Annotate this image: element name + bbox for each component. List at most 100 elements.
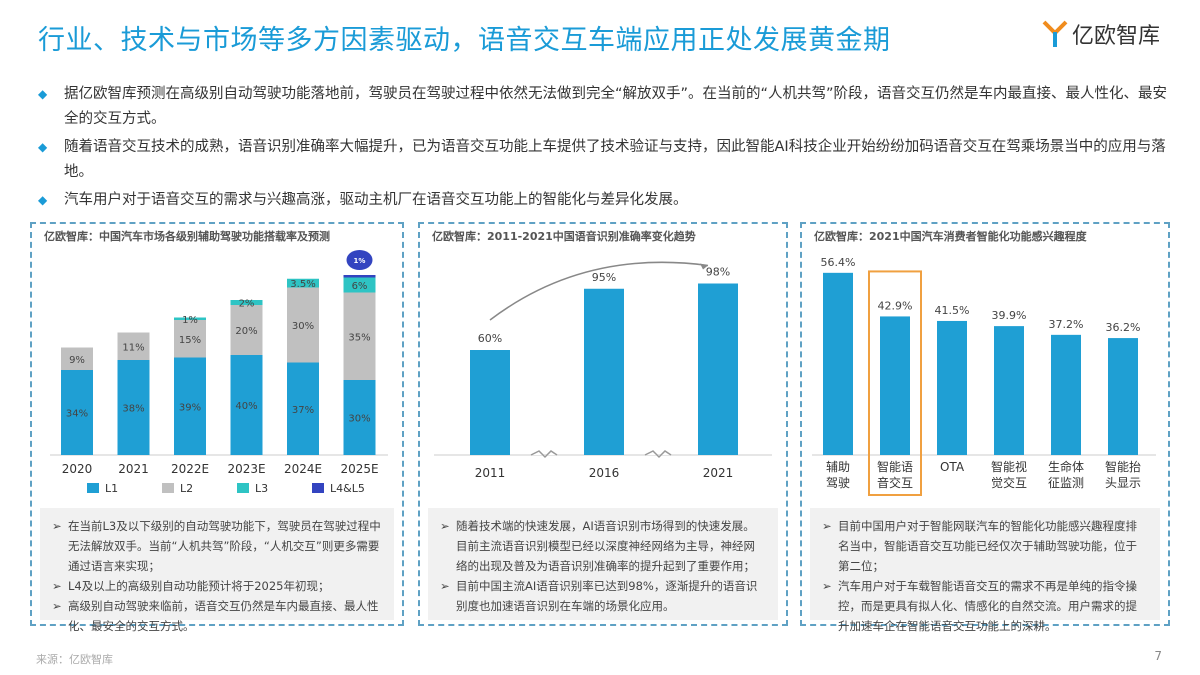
arrow-icon: ➢ (822, 519, 832, 533)
x-tick-label: 2024E (284, 462, 322, 476)
arrowhead-icon (700, 263, 708, 270)
bar-l3-2024E (287, 278, 319, 288)
bar-5 (1108, 338, 1138, 455)
note-item: ➢ 随着技术端的快速发展，AI语音识别市场得到的快速发展。目前主流语音识别模型已经… (440, 516, 766, 576)
arrow-icon: ➢ (440, 519, 450, 533)
x-tick-label: OTA (940, 460, 965, 474)
x-tick-label: 2023E (227, 462, 265, 476)
data-label: 37% (292, 405, 314, 416)
highlight-box (868, 270, 922, 496)
bar-l3-2023E (230, 300, 263, 305)
data-label: 35% (348, 332, 370, 343)
bar-l2-2020 (61, 347, 93, 370)
data-label: 11% (122, 342, 144, 353)
diamond-icon: ◆ (38, 87, 48, 101)
note-item: ➢ 目前中国主流AI语音识别率已达到98%，逐渐提升的语音识别度也加速语音识别在车… (440, 576, 766, 616)
legend-swatch-0 (87, 483, 99, 493)
diamond-icon: ◆ (38, 140, 48, 154)
note-item: ➢ 在当前L3及以下级别的自动驾驶功能下，驾驶员在驾驶过程中无法解放双手。当前“人… (52, 516, 382, 576)
legend-swatch-1 (162, 483, 174, 493)
trend-arrow (489, 261, 709, 321)
x-tick-label: 2016 (589, 466, 620, 480)
x-tick-label: 2011 (475, 466, 506, 480)
x-tick-label: 辅助 (826, 460, 850, 474)
x-tick-label: 2021 (118, 462, 149, 476)
bar-2011 (470, 350, 510, 455)
legend-label: L4&L5 (330, 482, 365, 495)
data-label: 60% (478, 332, 502, 345)
diamond-icon: ◆ (38, 193, 48, 207)
bar-l1-2024E (287, 362, 319, 455)
x-tick-label: 征监测 (1048, 476, 1084, 490)
bar-l2-2024E (287, 287, 319, 363)
x-tick-label: 智能抬 (1105, 459, 1141, 474)
data-label: 30% (292, 321, 314, 332)
x-tick-label: 生命体 (1048, 459, 1084, 474)
arrow-icon: ➢ (52, 519, 62, 533)
x-tick-label: 智能语 (877, 459, 913, 474)
x-tick-label: 2022E (171, 462, 209, 476)
data-label: 38% (122, 404, 144, 415)
data-label: 40% (235, 401, 257, 412)
legend-swatch-3 (312, 483, 324, 493)
data-label: 34% (66, 409, 88, 420)
logo-text: 亿欧智库 (1071, 24, 1160, 49)
bullet-text: 据亿欧智库预测在高级别自动驾驶功能落地前，驾驶员在驾驶过程中依然无法做到完全“解… (64, 86, 1168, 127)
data-label: 6% (352, 281, 368, 292)
note-box: ➢ 随着技术端的快速发展，AI语音识别市场得到的快速发展。目前主流语音识别模型已经… (428, 508, 778, 620)
data-label: 15% (179, 335, 201, 346)
x-tick-label: 音交互 (877, 475, 913, 490)
bar-l2-2025E (343, 292, 376, 380)
bar-2 (937, 320, 967, 455)
logo: 亿欧智库 (1042, 18, 1160, 50)
data-label: 1% (182, 315, 198, 326)
data-label: 3.5% (290, 279, 315, 290)
bar-l1-2022E (174, 357, 206, 455)
data-label: 39.9% (992, 309, 1027, 322)
bar-2016 (584, 288, 624, 455)
axis-break-icon (530, 450, 558, 459)
bullet-text: 汽车用户对于语音交互的需求与兴趣高涨，驱动主机厂在语音交互功能上的智能化与差异化… (64, 192, 688, 208)
data-label: 30% (348, 414, 370, 425)
data-label: 39% (179, 402, 201, 413)
data-label: 9% (69, 355, 85, 366)
arrow-icon: ➢ (52, 599, 62, 613)
note-item: ➢ 高级别自动驾驶来临前，语音交互仍然是车内最直接、最人性化、最安全的交互方式。 (52, 596, 382, 636)
x-tick-label: 智能视 (991, 459, 1027, 474)
bullet-item: ◆ 随着语音交互技术的成熟，语音识别准确率大幅提升，已为语音交互功能上车提供了技术… (38, 135, 1168, 185)
intro-bullets: ◆ 据亿欧智库预测在高级别自动驾驶功能落地前，驾驶员在驾驶过程中依然无法做到完全“… (38, 82, 1168, 216)
arrow-icon: ➢ (822, 579, 832, 593)
x-tick-label: 2021 (703, 466, 734, 480)
legend-label: L1 (105, 482, 118, 495)
page-number: 7 (1154, 649, 1162, 663)
note-item: ➢ 汽车用户对于车载智能语音交互的需求不再是单纯的指令操控，而是更具有拟人化、情感… (822, 576, 1148, 636)
bar-l1-2023E (230, 355, 263, 455)
legend-swatch-2 (237, 483, 249, 493)
panel-adas: 34% 9% 2020 38% 11% 2021 39% 15% 1% 2022E 40% 20% 2%… (30, 222, 404, 633)
data-label: 95% (592, 271, 616, 284)
page-title: 行业、技术与市场等多方因素驱动，语音交互车端应用正处发展黄金期 (38, 25, 891, 56)
bar-0 (823, 272, 853, 455)
bar-4 (1051, 334, 1081, 455)
axis-break-icon (644, 450, 672, 459)
source-note: 来源：亿欧智库 (36, 653, 113, 666)
bullet-item: ◆ 汽车用户对于语音交互的需求与兴趣高涨，驱动主机厂在语音交互功能上的智能化与差异… (38, 188, 1168, 213)
bar-l2-2023E (230, 305, 263, 355)
panel-interest: 56.4% 辅助 驾驶 42.9% 智能语 音交互 41.5% OTA 39.9% 智能视 觉交互 3… (800, 222, 1170, 633)
bar-l1-2025E (343, 380, 376, 455)
logo-icon (1042, 20, 1068, 47)
note-item: ➢ 目前中国用户对于智能网联汽车的智能化功能感兴趣程度排名当中，智能语音交互功能已… (822, 516, 1148, 576)
x-tick-label: 2025E (340, 462, 378, 476)
data-label: 42.9% (878, 299, 913, 312)
bullet-text: 随着语音交互技术的成熟，语音识别准确率大幅提升，已为语音交互功能上车提供了技术验… (64, 139, 1166, 180)
legend-label: L3 (255, 482, 268, 495)
data-label: 2% (239, 299, 255, 310)
data-label: 36.2% (1106, 321, 1141, 334)
adas-stacked-bar-chart: 34% 9% 2020 38% 11% 2021 39% 15% 1% 2022E 40% 20% 2%… (50, 250, 388, 495)
x-tick-label: 驾驶 (826, 475, 850, 490)
data-label: 1% (354, 257, 366, 265)
bar-1 (880, 316, 910, 455)
l45-callout-bubble (346, 250, 373, 270)
chart-title: 亿欧智库：中国汽车市场各级别辅助驾驶功能搭载率及预测 (44, 230, 330, 243)
